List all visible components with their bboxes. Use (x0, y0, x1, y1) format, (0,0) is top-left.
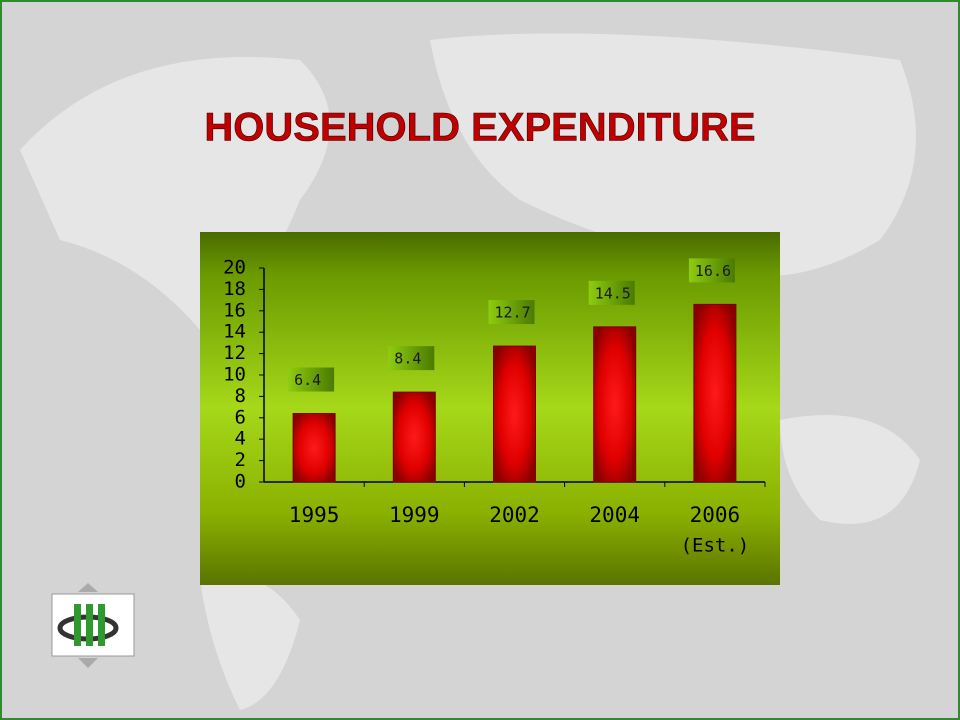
y-tick-label: 20 (223, 257, 246, 279)
value-label-box (588, 280, 635, 305)
bar (392, 391, 436, 483)
x-tick-label: 2004 (589, 503, 640, 527)
chart-title: HOUSEHOLD EXPENDITURE (204, 106, 755, 150)
y-tick-label: 8 (235, 385, 246, 407)
category-note: (Est.) (681, 535, 750, 557)
y-tick-label: 0 (235, 471, 246, 493)
y-tick-label: 18 (223, 278, 246, 300)
value-label-box (388, 346, 435, 371)
x-tick-label: 2006 (690, 503, 741, 527)
x-tick-label: 1995 (289, 503, 340, 527)
bar (693, 303, 737, 483)
value-label: 8.4 (394, 350, 421, 368)
bar (593, 326, 637, 483)
value-label: 16.6 (695, 262, 731, 280)
chart-area (200, 232, 780, 585)
nav-down[interactable] (78, 658, 98, 668)
nav-up[interactable] (78, 583, 98, 592)
value-label: 12.7 (495, 304, 531, 322)
y-tick-label: 14 (223, 321, 246, 343)
bar (493, 345, 536, 483)
y-tick-label: 4 (235, 428, 246, 450)
value-label: 14.5 (595, 284, 631, 302)
value-label-box (488, 300, 535, 325)
x-tick-label: 2002 (489, 503, 540, 527)
value-label-box (288, 367, 335, 392)
y-tick-label: 2 (235, 449, 246, 471)
value-label: 6.4 (294, 371, 321, 389)
logo (51, 583, 135, 668)
y-tick-label: 16 (223, 299, 246, 321)
value-label-box (688, 258, 735, 283)
x-tick-label: 1999 (389, 503, 440, 527)
y-tick-label: 10 (223, 364, 246, 386)
bar (292, 413, 336, 483)
y-tick-label: 6 (235, 406, 246, 428)
y-tick-label: 12 (223, 342, 246, 364)
